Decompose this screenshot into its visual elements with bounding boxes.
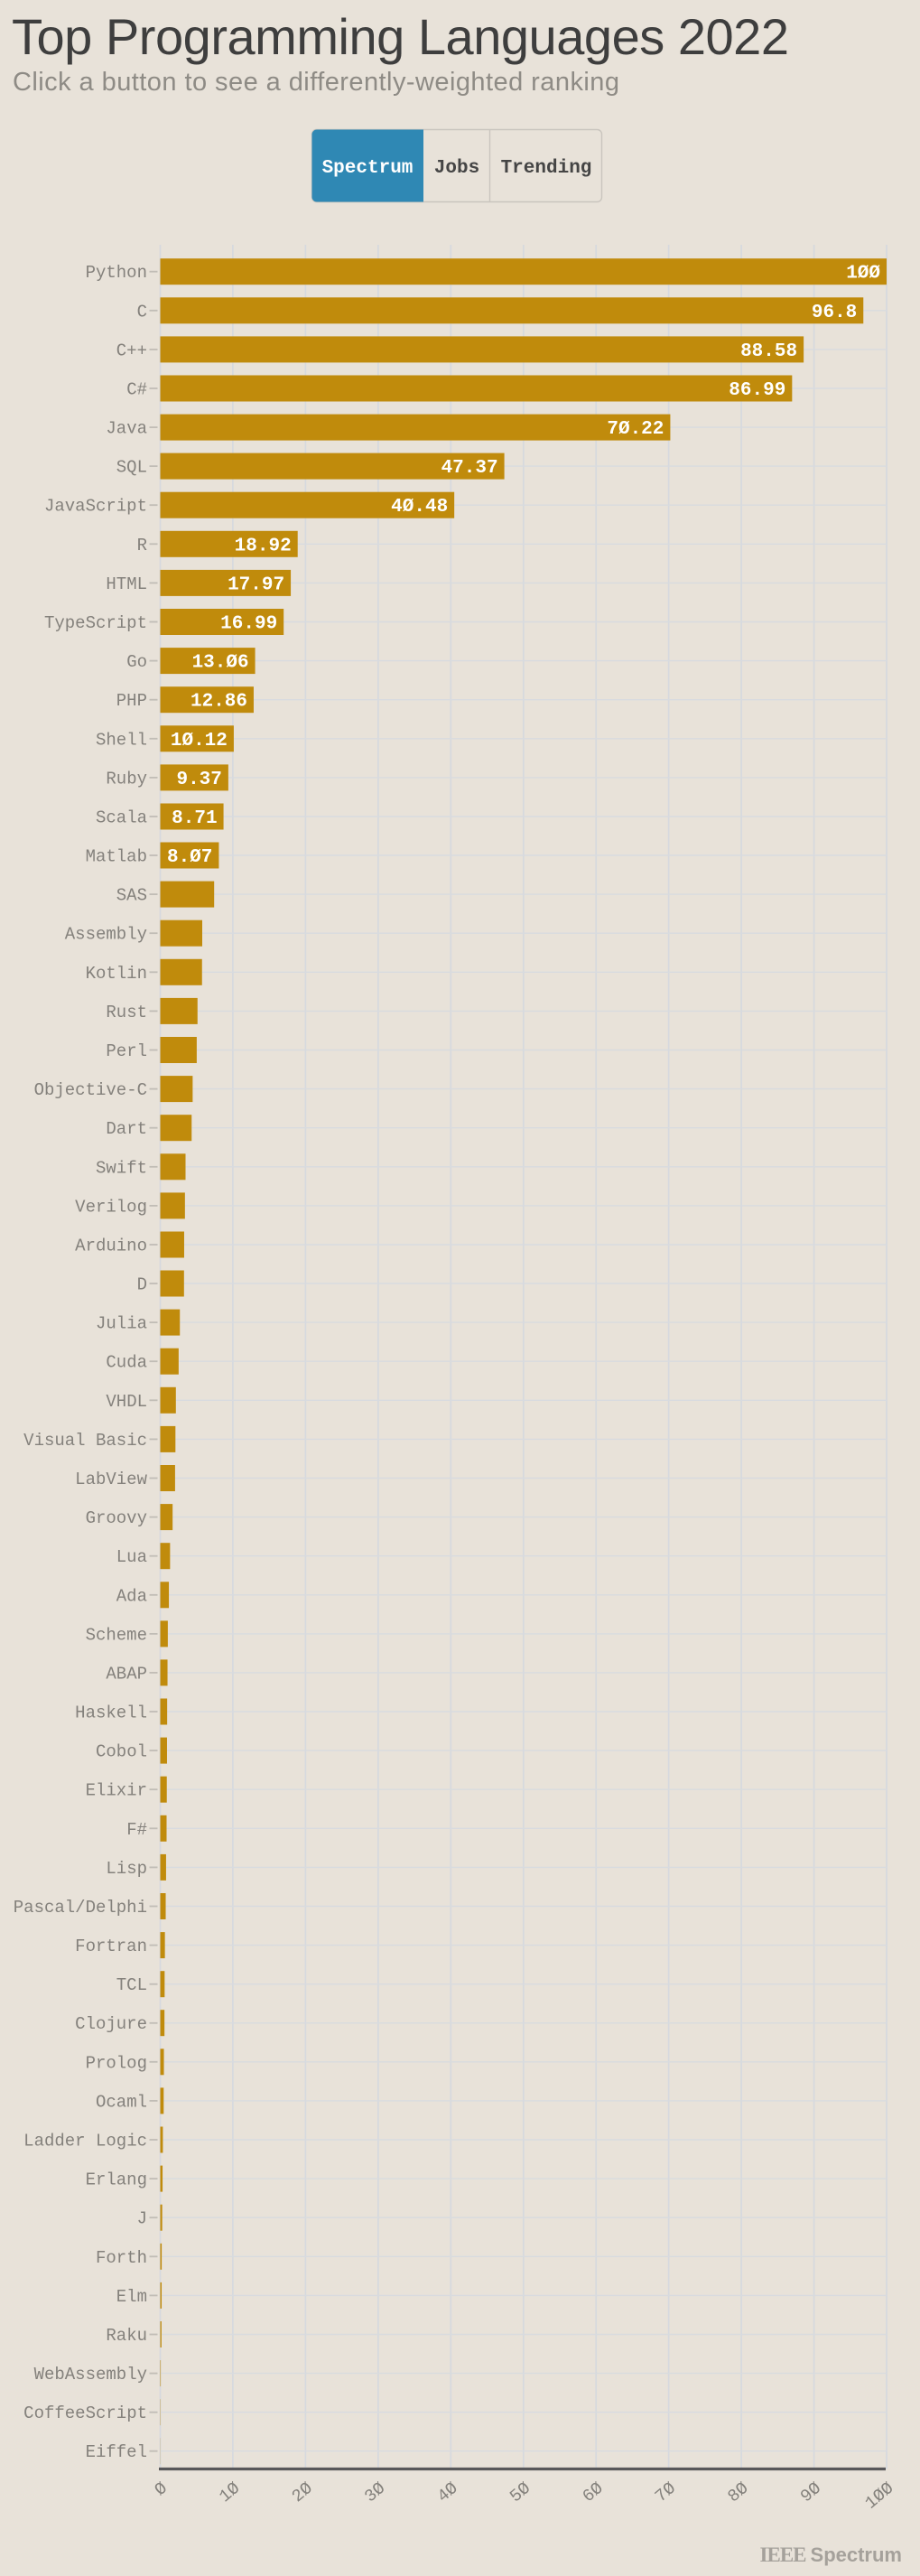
svg-text:Lua: Lua xyxy=(116,1547,147,1567)
svg-text:Jobs: Jobs xyxy=(434,158,479,179)
svg-text:Verilog: Verilog xyxy=(75,1197,147,1217)
svg-text:F#: F# xyxy=(126,1820,147,1840)
svg-text:Rust: Rust xyxy=(106,1003,147,1022)
svg-text:Trending: Trending xyxy=(501,158,592,179)
svg-text:12.86: 12.86 xyxy=(191,692,247,713)
svg-text:Raku: Raku xyxy=(106,2326,147,2346)
svg-text:96.8: 96.8 xyxy=(812,303,857,323)
svg-text:Python: Python xyxy=(86,263,147,283)
svg-text:Clojure: Clojure xyxy=(75,2014,147,2034)
svg-text:R: R xyxy=(137,536,147,555)
svg-text:HTML: HTML xyxy=(106,574,147,594)
svg-text:Cuda: Cuda xyxy=(106,1353,147,1373)
svg-text:Groovy: Groovy xyxy=(86,1508,147,1528)
svg-text:VHDL: VHDL xyxy=(106,1392,147,1412)
svg-text:Kotlin: Kotlin xyxy=(86,964,147,984)
svg-text:7Ø.22: 7Ø.22 xyxy=(607,419,664,440)
svg-text:Ada: Ada xyxy=(116,1586,147,1606)
svg-text:Erlang: Erlang xyxy=(86,2170,147,2190)
svg-text:Forth: Forth xyxy=(96,2248,147,2268)
svg-text:47.37: 47.37 xyxy=(441,458,498,479)
svg-text:Go: Go xyxy=(126,652,147,672)
svg-text:C: C xyxy=(137,302,147,322)
svg-text:Swift: Swift xyxy=(96,1158,147,1178)
svg-text:9.37: 9.37 xyxy=(176,770,221,790)
svg-text:Click a button to see a differ: Click a button to see a differently-weig… xyxy=(13,68,619,97)
svg-text:CoffeeScript: CoffeeScript xyxy=(23,2403,147,2423)
svg-text:Julia: Julia xyxy=(96,1314,147,1334)
svg-text:Java: Java xyxy=(106,419,147,439)
svg-text:86.99: 86.99 xyxy=(729,380,785,401)
svg-text:Shell: Shell xyxy=(96,730,147,750)
svg-text:4Ø.48: 4Ø.48 xyxy=(391,497,448,518)
svg-text:17.97: 17.97 xyxy=(228,574,284,595)
svg-text:Ocaml: Ocaml xyxy=(96,2092,147,2112)
svg-text:Elixir: Elixir xyxy=(86,1781,147,1801)
svg-text:Scheme: Scheme xyxy=(86,1625,147,1645)
svg-text:SQL: SQL xyxy=(116,458,147,478)
svg-text:LabView: LabView xyxy=(75,1470,147,1489)
svg-text:Assembly: Assembly xyxy=(65,925,147,945)
svg-text:13.Ø6: 13.Ø6 xyxy=(192,653,249,674)
svg-text:Ladder Logic: Ladder Logic xyxy=(23,2132,147,2151)
svg-text:D: D xyxy=(137,1275,147,1295)
svg-text:Matlab: Matlab xyxy=(86,847,147,867)
svg-text:PHP: PHP xyxy=(116,691,147,711)
svg-text:16.99: 16.99 xyxy=(220,614,277,635)
svg-text:Ruby: Ruby xyxy=(106,769,147,789)
svg-text:8.Ø7: 8.Ø7 xyxy=(167,847,212,868)
svg-text:Elm: Elm xyxy=(116,2287,147,2307)
svg-text:Scala: Scala xyxy=(96,808,147,828)
svg-text:ABAP: ABAP xyxy=(106,1664,147,1684)
svg-text:88.58: 88.58 xyxy=(740,341,797,362)
svg-text:Cobol: Cobol xyxy=(96,1742,147,1762)
svg-text:SAS: SAS xyxy=(116,886,147,906)
svg-text:Prolog: Prolog xyxy=(86,2053,147,2073)
svg-text:J: J xyxy=(137,2209,147,2229)
svg-text:C#: C# xyxy=(126,380,147,400)
svg-text:Fortran: Fortran xyxy=(75,1937,147,1956)
svg-text:Objective-C: Objective-C xyxy=(34,1080,147,1100)
svg-text:Lisp: Lisp xyxy=(106,1859,147,1879)
svg-text:Perl: Perl xyxy=(106,1041,147,1061)
svg-text:Pascal/Delphi: Pascal/Delphi xyxy=(14,1898,147,1918)
svg-text:8.71: 8.71 xyxy=(172,808,217,829)
svg-text:JavaScript: JavaScript xyxy=(44,497,147,517)
svg-text:Spectrum: Spectrum xyxy=(322,158,414,179)
svg-text:WebAssembly: WebAssembly xyxy=(34,2365,147,2385)
svg-text:TypeScript: TypeScript xyxy=(44,613,147,633)
svg-text:TCL: TCL xyxy=(116,1975,147,1995)
svg-text:Haskell: Haskell xyxy=(75,1703,147,1723)
svg-text:18.92: 18.92 xyxy=(235,536,292,556)
svg-text:Visual Basic: Visual Basic xyxy=(23,1431,147,1451)
svg-text:Arduino: Arduino xyxy=(75,1237,147,1256)
svg-text:Dart: Dart xyxy=(106,1119,147,1139)
svg-text:1ØØ: 1ØØ xyxy=(846,264,880,285)
svg-text:Top Programming Languages 2022: Top Programming Languages 2022 xyxy=(12,8,789,65)
svg-text:Eiffel: Eiffel xyxy=(86,2442,147,2462)
svg-text:C++: C++ xyxy=(116,341,147,360)
svg-text:1Ø.12: 1Ø.12 xyxy=(171,731,228,751)
